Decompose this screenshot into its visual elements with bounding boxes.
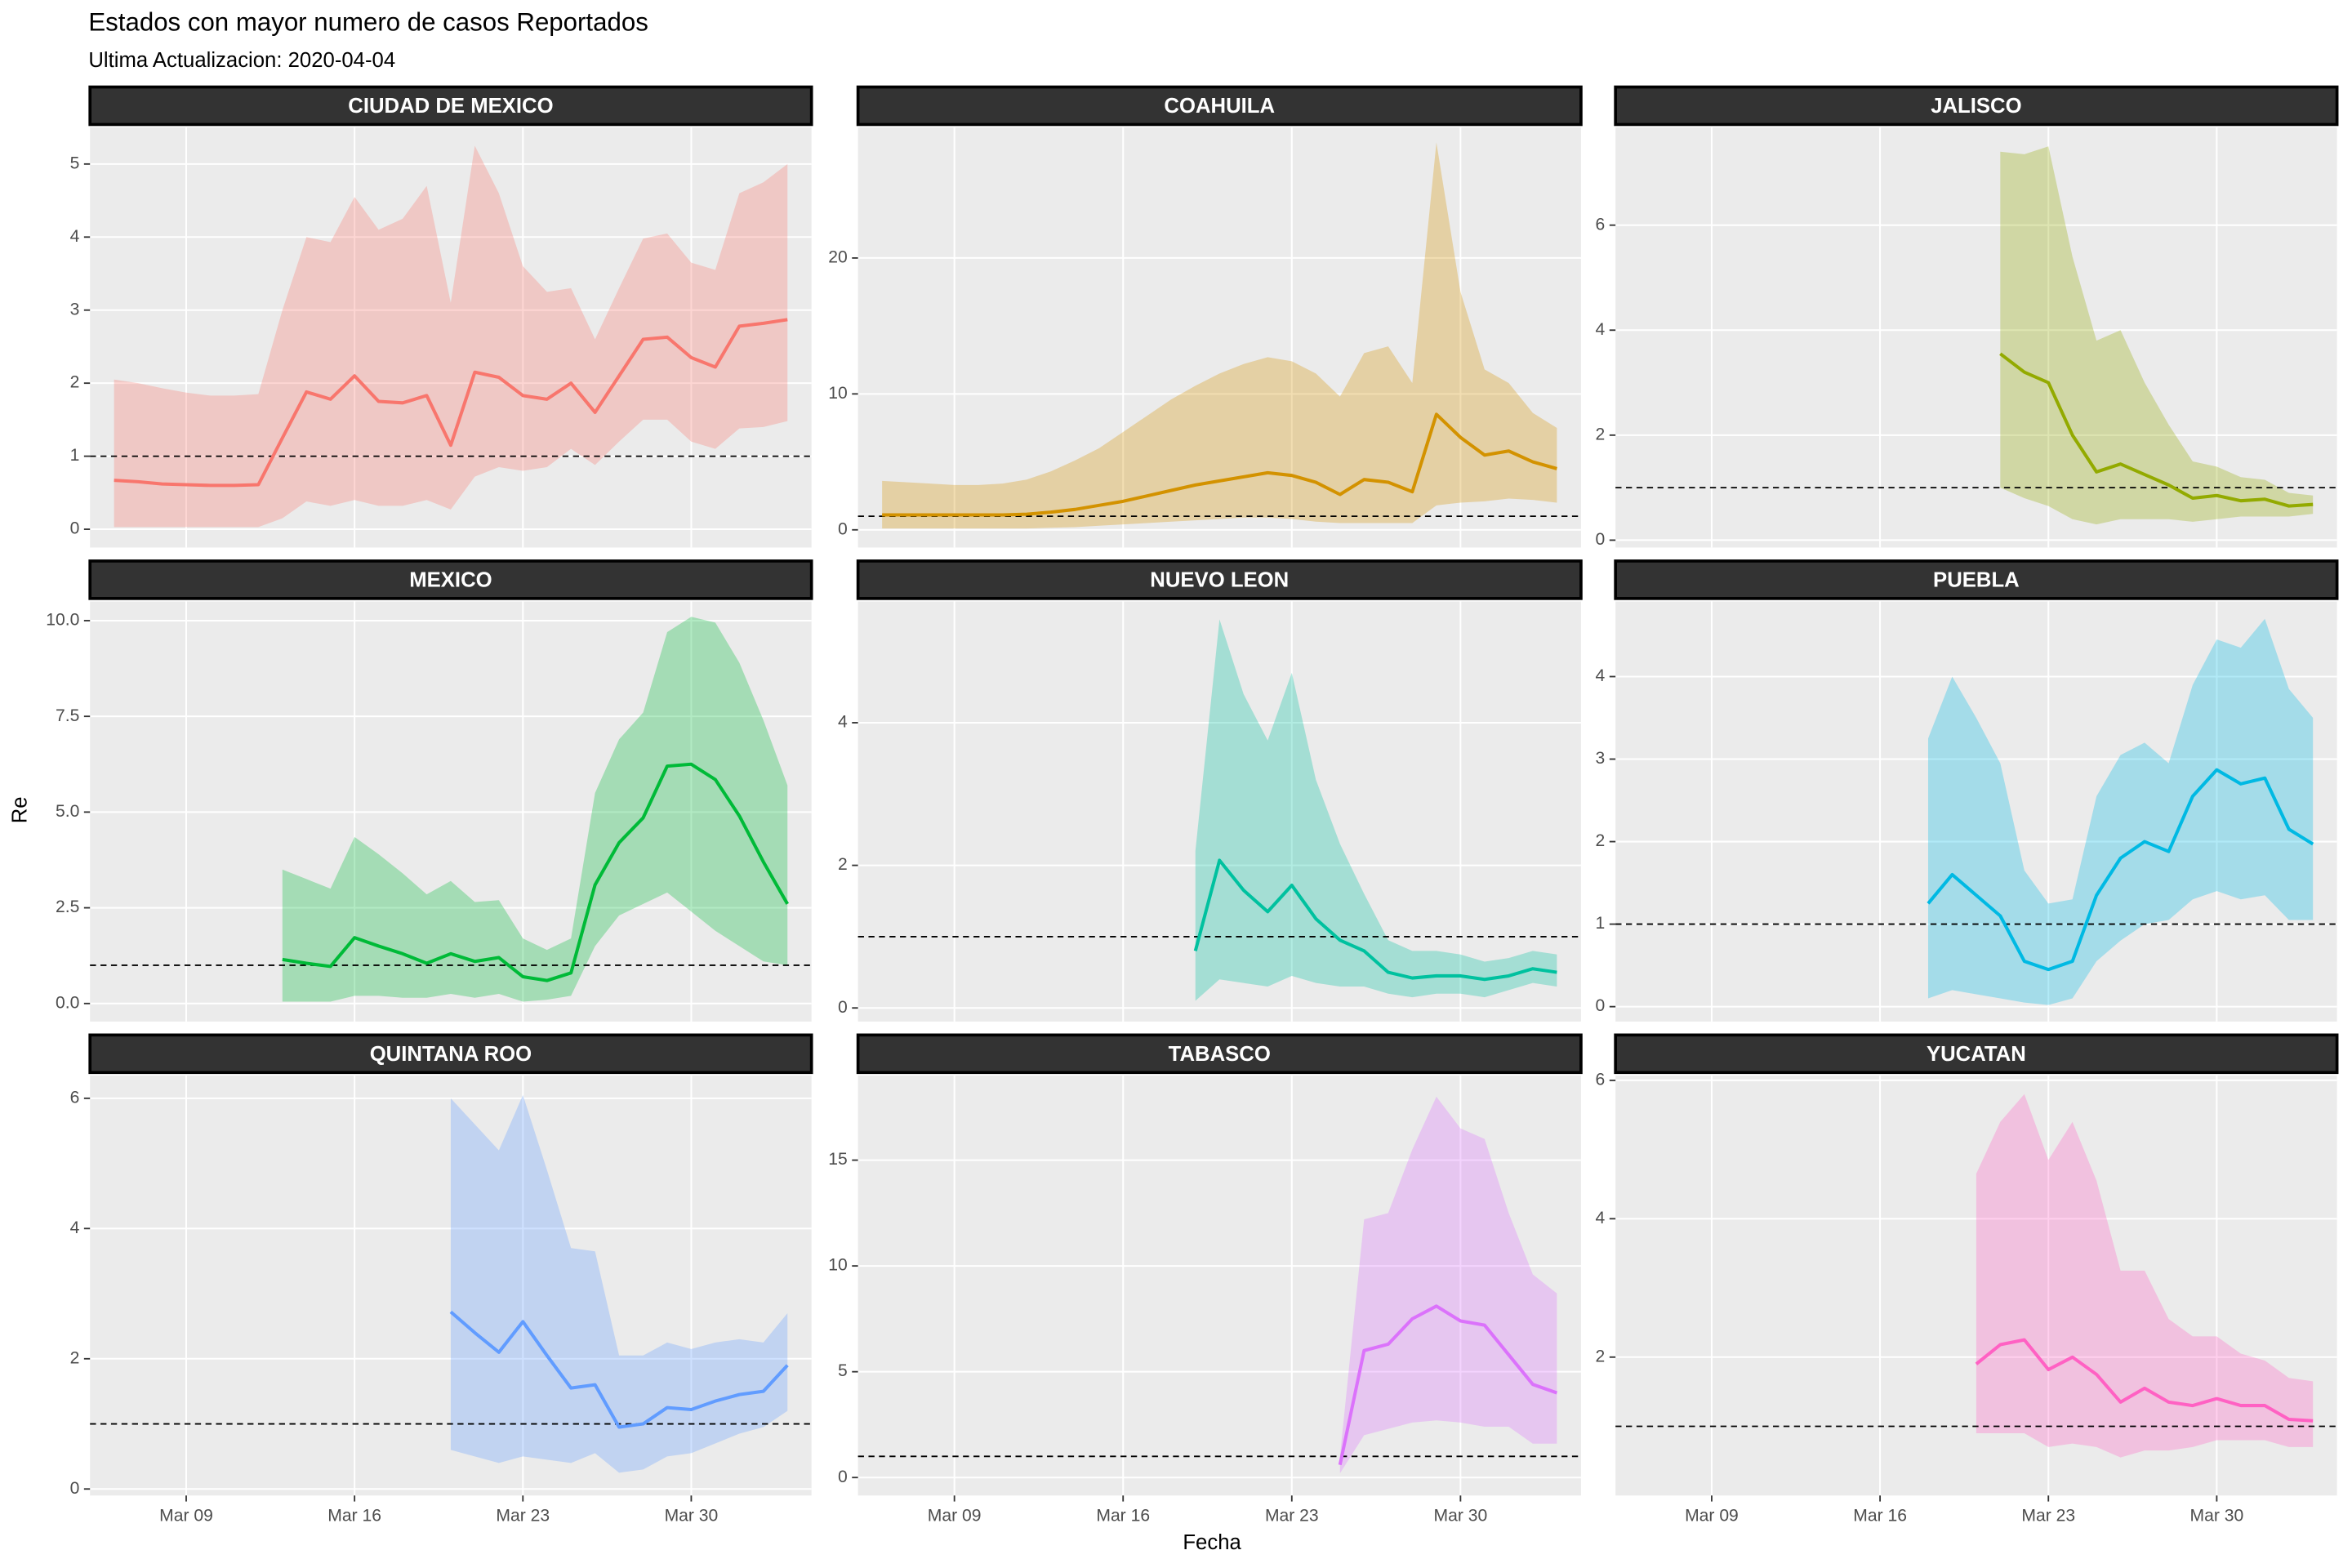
y-tick-label: 5	[70, 154, 80, 172]
confidence-band	[1339, 1096, 1557, 1474]
y-tick-label: 2	[1596, 425, 1606, 443]
confidence-band	[450, 1094, 788, 1473]
y-tick-label: 5.0	[56, 802, 79, 821]
y-tick-label: 4	[1596, 320, 1606, 339]
line	[114, 318, 788, 488]
facet-title: COAHUILA	[1164, 95, 1275, 118]
facet-title: QUINTANA ROO	[370, 1043, 532, 1066]
y-tick-label: 2	[70, 373, 80, 392]
y-tick-label: 10	[828, 1256, 847, 1275]
facet-strip	[856, 85, 1583, 127]
chart-title: Estados con mayor numero de casos Report…	[88, 8, 648, 37]
facet-title: MEXICO	[409, 569, 492, 592]
y-tick-label: 4	[838, 713, 848, 732]
y-tick-label: 2	[1596, 1347, 1606, 1365]
y-tick-label: 4	[70, 227, 80, 246]
y-tick-label: 1	[70, 446, 80, 465]
y-tick-label: 15	[828, 1150, 847, 1169]
x-tick-label: Mar 30	[1434, 1507, 1488, 1526]
facet-title: TABASCO	[1169, 1043, 1271, 1066]
confidence-band	[1927, 618, 2314, 1005]
y-tick-label: 2	[1596, 831, 1606, 850]
y-tick-label: 5	[838, 1361, 848, 1380]
facet-title: CIUDAD DE MEXICO	[348, 95, 553, 118]
line	[1975, 1338, 2314, 1423]
y-tick-label: 0	[838, 998, 848, 1017]
confidence-band	[1195, 619, 1557, 1001]
y-tick-label: 0	[70, 519, 80, 538]
y-tick-label: 20	[828, 247, 847, 266]
y-tick-label: 4	[1596, 1209, 1606, 1227]
y-tick-label: 0	[1596, 530, 1606, 549]
y-tick-label: 0	[70, 1479, 80, 1498]
x-tick-label: Mar 30	[665, 1507, 719, 1526]
facet-strip	[1614, 85, 2339, 127]
x-tick-label: Mar 23	[2021, 1507, 2075, 1526]
facet-strip	[856, 1033, 1583, 1075]
facet-strip	[1614, 559, 2339, 600]
confidence-band	[2000, 146, 2314, 525]
x-tick-label: Mar 09	[1685, 1507, 1739, 1526]
y-tick-label: 6	[1596, 1070, 1606, 1089]
x-axis-label: Fecha	[1183, 1531, 1241, 1554]
y-tick-label: 3	[1596, 749, 1606, 768]
y-axis-label: Re	[9, 796, 32, 823]
x-tick-label: Mar 23	[496, 1507, 550, 1526]
facet-title: NUEVO LEON	[1150, 569, 1289, 592]
y-tick-label: 10.0	[46, 611, 79, 630]
confidence-band	[1976, 1094, 2314, 1458]
facet-title: PUEBLA	[1933, 569, 2020, 592]
y-tick-label: 6	[1596, 215, 1606, 234]
line	[449, 1310, 789, 1429]
y-tick-label: 2	[838, 855, 848, 874]
facet-strip	[88, 85, 813, 127]
y-tick-label: 4	[1596, 666, 1606, 685]
y-tick-label: 6	[70, 1088, 80, 1107]
y-tick-label: 3	[70, 300, 80, 318]
confidence-band	[114, 145, 788, 528]
facet-title: YUCATAN	[1927, 1043, 2026, 1066]
facet-strip	[856, 559, 1583, 600]
y-tick-label: 0.0	[56, 993, 79, 1012]
y-tick-label: 7.5	[56, 706, 79, 725]
facet-strip	[88, 1033, 813, 1075]
x-tick-label: Mar 30	[2190, 1507, 2244, 1526]
y-tick-label: 4	[70, 1218, 80, 1237]
x-tick-label: Mar 16	[327, 1507, 381, 1526]
x-tick-label: Mar 09	[928, 1507, 982, 1526]
x-tick-label: Mar 16	[1853, 1507, 1907, 1526]
line	[1338, 1304, 1558, 1466]
x-tick-label: Mar 23	[1265, 1507, 1319, 1526]
chart-subtitle: Ultima Actualizacion: 2020-04-04	[88, 49, 395, 72]
y-tick-label: 0	[838, 1468, 848, 1486]
y-tick-label: 2	[70, 1348, 80, 1367]
x-tick-label: Mar 09	[159, 1507, 213, 1526]
confidence-band	[882, 142, 1557, 529]
y-tick-label: 10	[828, 384, 847, 403]
facet-title: JALISCO	[1931, 95, 2021, 118]
facet-strip	[88, 559, 813, 600]
y-tick-label: 0	[838, 519, 848, 538]
line	[882, 412, 1557, 517]
line	[1927, 768, 2314, 972]
facet-strip	[1614, 1033, 2339, 1075]
line	[1999, 352, 2314, 508]
y-tick-label: 2.5	[56, 898, 79, 916]
confidence-band	[282, 617, 788, 1002]
x-tick-label: Mar 16	[1096, 1507, 1150, 1526]
line	[1193, 858, 1557, 982]
y-tick-label: 0	[1596, 996, 1606, 1015]
y-tick-label: 1	[1596, 914, 1606, 933]
line	[282, 762, 789, 982]
